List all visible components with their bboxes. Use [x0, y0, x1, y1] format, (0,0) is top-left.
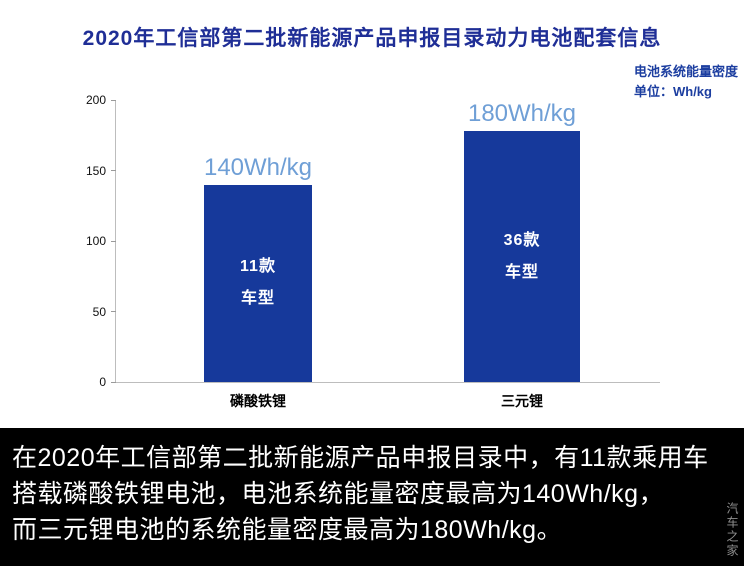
bar-group-lfp: 140Wh/kg 11款 车型 磷酸铁锂 — [203, 100, 313, 409]
bar-annotation-line: 车型 — [240, 290, 275, 308]
y-tick-mark — [111, 240, 116, 242]
y-tick-mark — [111, 381, 116, 383]
y-tick-mark — [111, 99, 116, 101]
caption-line: 在2020年工信部第二批新能源产品申报目录中，有11款乘用车 — [12, 444, 709, 472]
bar-annotation-line: 36款 — [503, 231, 541, 249]
bar-group-ternary: 180Wh/kg 36款 车型 三元锂 — [464, 100, 580, 409]
bar-lfp: 11款 车型 — [204, 184, 312, 382]
caption-line: 搭载磷酸铁锂电池，电池系统能量密度最高为140Wh/kg， — [12, 480, 665, 508]
bar-value-label: 180Wh/kg — [467, 100, 577, 127]
x-axis-label-lfp: 磷酸铁锂 — [230, 393, 286, 409]
unit-note: 电池系统能量密度 单位：Wh/kg — [634, 62, 738, 101]
y-tick-label: 200 — [85, 93, 106, 107]
y-tick-label: 100 — [85, 234, 106, 248]
plot-area: 0 50 100 150 200 140Wh/kg 11款 车型 磷酸铁锂 — [86, 93, 660, 409]
y-tick-mark — [111, 311, 116, 312]
y-tick-label: 50 — [92, 304, 106, 319]
x-axis-label-ternary: 三元锂 — [501, 393, 543, 409]
y-tick: 200 — [86, 93, 116, 107]
caption-banner: 在2020年工信部第二批新能源产品申报目录中，有11款乘用车 搭载磷酸铁锂电池，… — [0, 428, 744, 566]
watermark: 汽车之家 — [725, 502, 739, 558]
bar-value-label: 140Wh/kg — [203, 153, 313, 181]
y-tick: 150 — [86, 164, 116, 178]
y-tick: 0 — [99, 375, 116, 389]
y-tick: 100 — [86, 234, 116, 248]
bar-annotation-line: 车型 — [504, 263, 539, 281]
y-tick: 50 — [93, 305, 116, 319]
unit-note-line2: 单位：Wh/kg — [633, 83, 712, 99]
y-tick-mark — [111, 170, 116, 171]
bar-ternary: 36款 车型 — [464, 131, 580, 382]
caption-line: 而三元锂电池的系统能量密度最高为180Wh/kg。 — [12, 516, 563, 544]
unit-note-line1: 电池系统能量密度 — [633, 64, 738, 79]
chart-title: 2020年工信部第二批新能源产品申报目录动力电池配套信息 — [82, 27, 662, 50]
y-tick-label: 0 — [99, 375, 106, 389]
y-tick-label: 150 — [85, 163, 106, 178]
bar-annotation-line: 11款 — [240, 258, 276, 276]
